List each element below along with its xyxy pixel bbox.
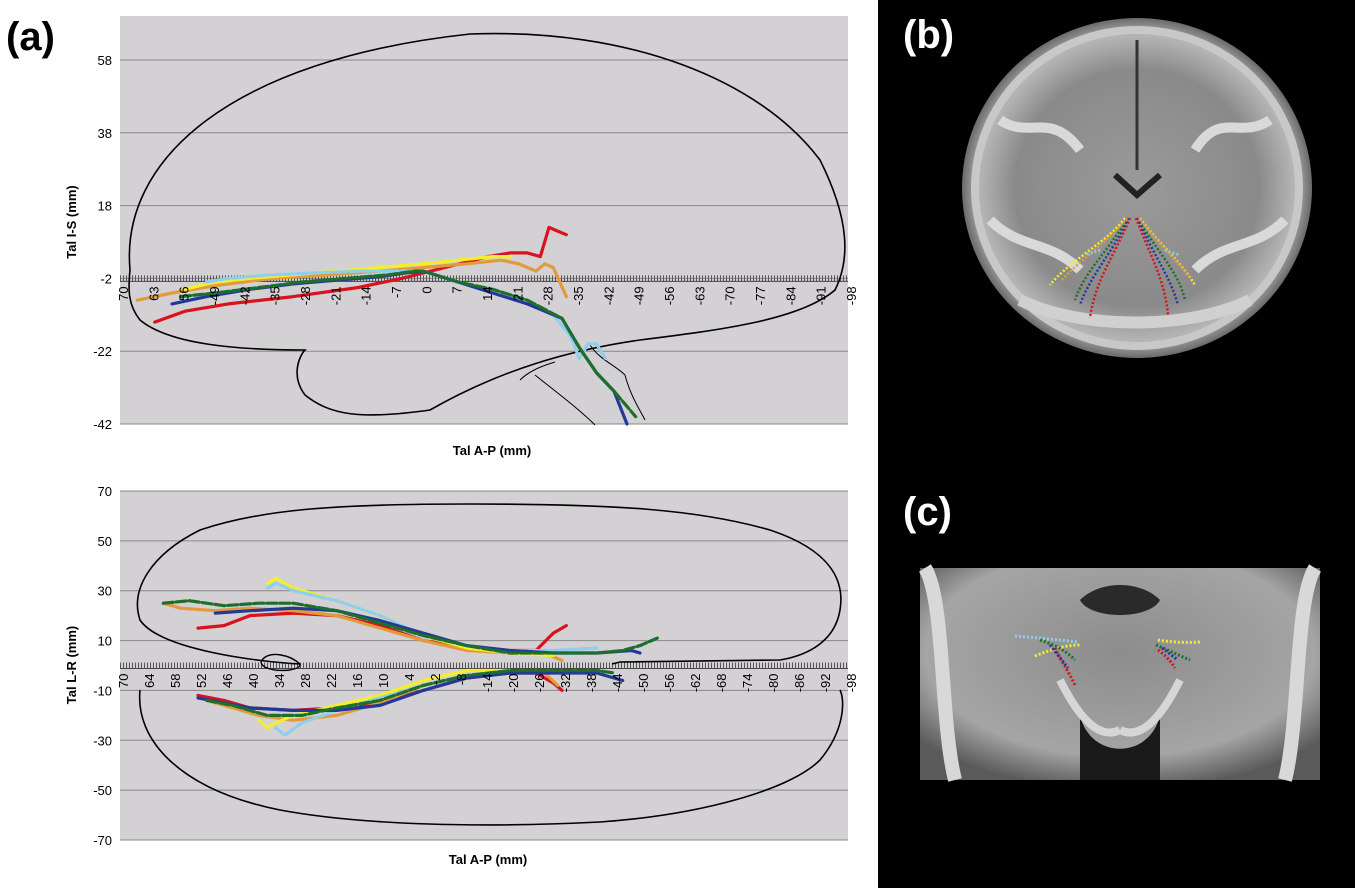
y-tick-label: -2	[100, 271, 112, 286]
x-tick-label: 22	[324, 674, 339, 688]
x-tick-label: 70	[116, 286, 131, 300]
axial-series	[161, 576, 659, 737]
x-tick-label: -74	[740, 674, 755, 693]
x-tick-label: 58	[168, 674, 183, 688]
x-tick-label: -26	[532, 674, 547, 693]
axial-brain-outline	[136, 503, 844, 826]
series-line-orange	[135, 258, 568, 302]
sagittal-plot-area	[120, 16, 848, 424]
x-tick-label: -80	[766, 674, 781, 693]
x-tick-label: -14	[480, 674, 495, 693]
series-line-yellow	[183, 255, 512, 291]
series-line-red	[153, 225, 568, 324]
x-tick-label: -70	[723, 286, 738, 305]
x-tick-label: -92	[818, 674, 833, 693]
series-line-green	[161, 599, 659, 717]
x-tick-label: -98	[844, 674, 859, 693]
x-tick-label: 4	[402, 674, 417, 681]
panel-b-label: (b)	[903, 13, 954, 57]
y-tick-label: -30	[93, 733, 112, 748]
tract-dots-b	[1049, 217, 1197, 319]
x-tick-label: -28	[541, 286, 556, 305]
x-tick-label: 0	[419, 286, 434, 293]
x-tick-label: 21	[510, 286, 525, 300]
x-tick-label: -32	[558, 674, 573, 693]
x-tick-label: -14	[359, 286, 374, 305]
x-tick-label: -86	[792, 674, 807, 693]
x-tick-label: 64	[142, 674, 157, 688]
x-tick-label: -91	[814, 286, 829, 305]
y-tick-label: -22	[93, 344, 112, 359]
x-tick-label: -62	[688, 674, 703, 693]
x-tick-label: 14	[480, 286, 495, 300]
x-tick-label: -21	[328, 286, 343, 305]
x-tick-label: -7	[389, 286, 404, 298]
x-tick-label: 70	[116, 674, 131, 688]
sagittal-series	[135, 225, 638, 426]
series-line-green	[179, 269, 638, 419]
panel-c-label: (c)	[903, 490, 952, 534]
x-tick-label: -35	[571, 286, 586, 305]
x-tick-label: -98	[844, 286, 859, 305]
x-tick-label: 40	[246, 674, 261, 688]
x-tick-label: -28	[298, 286, 313, 305]
x-tick-label: -42	[601, 286, 616, 305]
x-tick-label: -8	[454, 674, 469, 686]
coronal-brain-image-b	[962, 18, 1312, 358]
y-tick-label: -42	[93, 417, 112, 432]
x-tick-label: 34	[272, 674, 287, 688]
x-tick-label: -49	[207, 286, 222, 305]
x-tick-label: 56	[177, 286, 192, 300]
y-tick-label: 10	[98, 634, 112, 649]
x-tick-label: 63	[146, 286, 161, 300]
axial-chart: 70 50 30 10 -10 -30 -50 -70 70 64 58 52 46 40 34 28 22 1…	[64, 484, 859, 867]
y-tick-label: 70	[98, 484, 112, 499]
axial-y-axis-title: Tal L-R (mm)	[64, 626, 79, 704]
sagittal-x-axis-title: Tal A-P (mm)	[453, 443, 532, 458]
x-tick-label: 46	[220, 674, 235, 688]
x-tick-label: 28	[298, 674, 313, 688]
y-tick-label: -70	[93, 833, 112, 848]
sagittal-y-ticks: 58 38 18 -2 -22 -42	[93, 53, 112, 432]
sagittal-y-axis-title: Tal I-S (mm)	[64, 185, 79, 258]
x-tick-label: -38	[584, 674, 599, 693]
x-tick-label: 16	[350, 674, 365, 688]
x-tick-label: -35	[268, 286, 283, 305]
axial-x-ticks: 70 64 58 52 46 40 34 28 22 16 10 4 -2 -8 -14 -20 -26 -32-…	[116, 674, 859, 693]
x-tick-label: -20	[506, 674, 521, 693]
x-tick-label: 10	[376, 674, 391, 688]
y-tick-label: 18	[98, 199, 112, 214]
axial-x-axis-title: Tal A-P (mm)	[449, 852, 528, 867]
x-tick-label: -56	[662, 674, 677, 693]
x-tick-label: -56	[662, 286, 677, 305]
y-tick-label: 58	[98, 53, 112, 68]
x-tick-label: -84	[783, 286, 798, 305]
x-tick-label: -49	[632, 286, 647, 305]
sagittal-brain-outline	[128, 32, 846, 426]
y-tick-label: 38	[98, 126, 112, 141]
sagittal-x-ticks: 70 63 56 -49 -42 -35 -28 -21 -14 -7 0 7 14 21 -28 -35 -4…	[116, 286, 859, 305]
axial-gridlines	[120, 490, 848, 841]
coronal-brain-image-c	[918, 564, 1322, 782]
x-tick-label: -63	[692, 286, 707, 305]
tract-dots-c	[1014, 634, 1201, 686]
x-tick-label: -44	[610, 674, 625, 693]
y-tick-label: -10	[93, 683, 112, 698]
y-tick-label: 30	[98, 584, 112, 599]
axial-y-ticks: 70 50 30 10 -10 -30 -50 -70	[93, 484, 112, 848]
x-tick-label: 7	[450, 286, 465, 293]
y-tick-label: 50	[98, 534, 112, 549]
panel-a-label: (a)	[6, 15, 55, 59]
x-tick-label: -77	[753, 286, 768, 305]
x-tick-label: -68	[714, 674, 729, 693]
y-tick-label: -50	[93, 783, 112, 798]
x-tick-label: 52	[194, 674, 209, 688]
x-tick-label: -2	[428, 674, 443, 686]
x-tick-label: -50	[636, 674, 651, 693]
x-tick-label: -42	[237, 286, 252, 305]
